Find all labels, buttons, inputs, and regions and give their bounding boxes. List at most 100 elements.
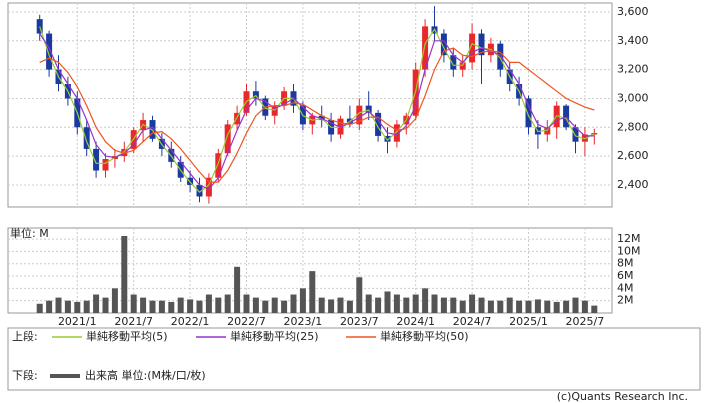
volume-bar — [130, 294, 137, 313]
volume-bar — [525, 300, 532, 313]
candle-body — [563, 105, 570, 128]
legend-label: 単純移動平均(5) — [86, 329, 168, 343]
volume-bar — [440, 297, 447, 313]
y-tick-label: 2,600 — [617, 149, 649, 162]
volume-bar — [544, 300, 551, 313]
x-tick-label: 2022/1 — [171, 315, 210, 328]
candle-body — [375, 112, 382, 136]
candle-body — [46, 33, 53, 70]
x-tick-label: 2023/1 — [284, 315, 323, 328]
x-tick-label: 2025/7 — [566, 315, 605, 328]
volume-bar — [459, 300, 466, 313]
volume-bar — [46, 300, 53, 313]
y-tick-label: 2,800 — [617, 120, 649, 133]
volume-bar — [422, 288, 429, 313]
candle-body — [440, 33, 447, 56]
legend-label: 出来高 単位:(M株/口/枚) — [85, 368, 206, 382]
candle-body — [450, 55, 457, 70]
volume-bar — [356, 277, 363, 313]
legend-upper: 上段: — [12, 329, 38, 343]
volume-bar — [205, 294, 212, 313]
y-tick-label: 3,000 — [617, 91, 649, 104]
volume-bar — [553, 301, 560, 313]
volume-bar — [234, 266, 241, 313]
legend-lower: 下段: — [12, 368, 38, 382]
volume-bar — [328, 299, 335, 313]
volume-bar — [469, 294, 476, 313]
volume-bar — [487, 300, 494, 313]
volume-bar — [196, 300, 203, 313]
volume-bar — [591, 305, 598, 313]
volume-bar — [375, 297, 382, 313]
candle-body — [384, 135, 391, 142]
volume-bar — [290, 294, 297, 313]
volume-bar — [581, 300, 588, 313]
candle-body — [149, 120, 156, 139]
candle-body — [591, 133, 598, 135]
volume-bar — [281, 300, 288, 313]
volume-bar — [187, 299, 194, 313]
candle-body — [102, 158, 109, 171]
volume-bar — [224, 294, 231, 313]
y-tick-label: 3,200 — [617, 63, 649, 76]
volume-bar — [177, 297, 184, 313]
legend-label: 単純移動平均(50) — [380, 329, 469, 343]
volume-bar — [215, 297, 222, 313]
y-tick-label: 8M — [617, 257, 634, 270]
volume-bar — [252, 297, 259, 313]
volume-bar — [318, 297, 325, 313]
volume-bar — [158, 300, 165, 313]
volume-bar — [403, 297, 410, 313]
volume-bar — [243, 294, 250, 313]
volume-bar — [431, 294, 438, 313]
volume-bar — [83, 300, 90, 313]
candle-body — [422, 26, 429, 70]
candle-body — [469, 33, 476, 63]
y-tick-label: 2M — [617, 294, 634, 307]
x-tick-label: 2024/7 — [453, 315, 492, 328]
volume-bar — [168, 301, 175, 313]
candle-body — [459, 62, 466, 70]
candle-body — [497, 43, 504, 70]
candle-body — [337, 118, 344, 135]
volume-bar — [516, 300, 523, 313]
volume-bar — [478, 297, 485, 313]
candle-body — [36, 19, 43, 34]
volume-bar — [121, 236, 128, 313]
volume-bar — [64, 300, 71, 313]
price-frame — [7, 2, 613, 208]
candle-body — [525, 98, 532, 128]
volume-bar — [111, 288, 118, 313]
candle-body — [271, 105, 278, 116]
candle-body — [318, 115, 325, 121]
candle-body — [478, 33, 485, 56]
y-tick-label: 12M — [617, 232, 641, 245]
candle-body — [581, 134, 588, 142]
candle-body — [83, 127, 90, 149]
volume-bar — [497, 300, 504, 313]
y-tick-label: 6M — [617, 269, 634, 282]
x-tick-label: 2021/1 — [58, 315, 97, 328]
volume-bar — [412, 294, 419, 313]
candle-body — [205, 177, 212, 197]
candle-body — [252, 91, 259, 99]
volume-unit: 単位: M — [10, 226, 49, 240]
x-tick-label: 2024/1 — [396, 315, 435, 328]
volume-bar — [346, 300, 353, 313]
ma-line — [39, 47, 595, 183]
volume-bar — [299, 288, 306, 313]
volume-bar — [534, 299, 541, 313]
candle-body — [234, 112, 241, 125]
legend-box — [7, 327, 701, 391]
volume-bar — [140, 297, 147, 313]
volume-bar — [393, 294, 400, 313]
ma-line — [39, 33, 595, 191]
volume-bar — [36, 303, 43, 313]
volume-bar — [149, 300, 156, 313]
volume-bar — [271, 297, 278, 313]
y-tick-label: 10M — [617, 244, 641, 257]
volume-bar — [572, 297, 579, 313]
candle-body — [365, 105, 372, 113]
candle-body — [356, 105, 363, 125]
candle-body — [215, 153, 222, 178]
